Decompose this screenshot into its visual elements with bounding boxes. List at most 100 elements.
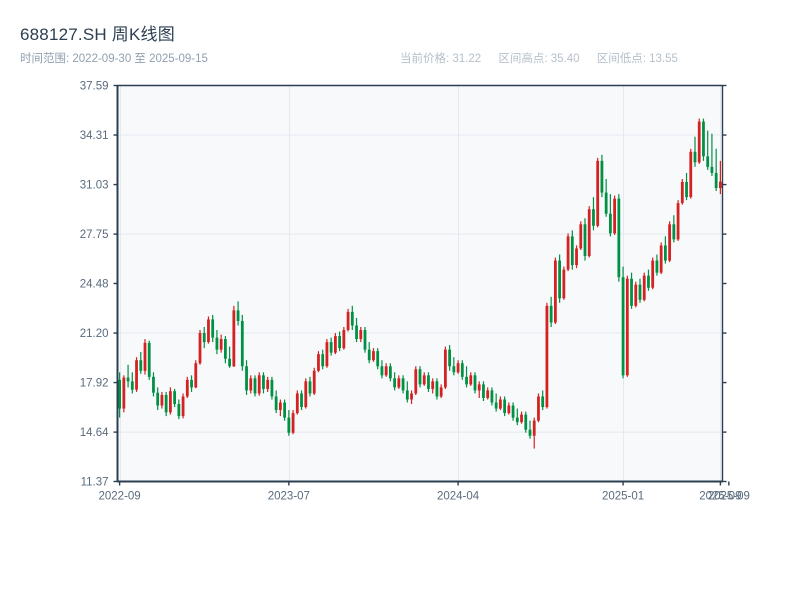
candlestick (575, 245, 578, 269)
candle-body (647, 275, 650, 288)
candle-body (693, 151, 697, 163)
candlestick (448, 345, 452, 371)
candlestick (608, 194, 612, 237)
candle-body (702, 121, 705, 157)
candlestick (587, 206, 591, 258)
candlestick (710, 133, 714, 176)
candle-body (570, 236, 574, 266)
candle-body (350, 311, 354, 326)
candlestick (152, 372, 155, 397)
candle-body (685, 182, 688, 198)
candle-body (587, 209, 591, 257)
candlestick (232, 305, 236, 368)
candlestick (367, 342, 371, 364)
candlestick (287, 410, 291, 436)
candlestick (515, 408, 519, 426)
time-range-label: 时间范围: 2022-09-30 至 2025-09-15 (20, 53, 208, 65)
candle-body (625, 278, 629, 376)
candle-body (566, 236, 570, 270)
candlestick (702, 118, 705, 161)
candlestick (388, 363, 392, 382)
candle-body (198, 333, 202, 364)
candlestick (613, 195, 617, 235)
candle-body (532, 420, 536, 436)
candle-body (511, 405, 515, 418)
candlestick (363, 326, 367, 353)
candlestick (422, 372, 426, 386)
candle-body (452, 366, 456, 373)
candle-body (270, 379, 274, 397)
candlestick (342, 326, 346, 350)
candle-body (194, 363, 198, 388)
candlestick (528, 420, 532, 439)
candlestick (194, 360, 198, 389)
candlestick (431, 378, 435, 394)
candle-body (156, 392, 160, 406)
candle-body (520, 414, 523, 423)
candle-body (278, 402, 282, 411)
candle-body (135, 360, 138, 390)
candlestick (460, 360, 464, 380)
candlestick (181, 393, 185, 419)
candle-body (596, 160, 600, 226)
candlestick (198, 330, 202, 365)
candle-body (600, 160, 604, 193)
candlestick (558, 254, 562, 303)
candle-body (118, 379, 122, 409)
candle-body (435, 381, 439, 397)
candle-body (613, 198, 617, 234)
candlestick (511, 402, 515, 421)
candle-body (355, 325, 358, 340)
x-tick-label: 2024-04 (437, 491, 480, 503)
candlestick (549, 296, 553, 327)
candle-body (477, 384, 481, 391)
candle-body (372, 351, 375, 361)
candlestick (291, 410, 295, 435)
gridlines (117, 85, 723, 482)
candlestick (545, 302, 549, 409)
candlestick (706, 130, 710, 170)
candle-body (714, 172, 718, 189)
candle-body (460, 363, 464, 377)
candle-body (266, 379, 270, 389)
candle-body (680, 182, 684, 204)
candlestick (236, 301, 240, 326)
candlestick (486, 387, 490, 400)
candle-body (541, 396, 545, 408)
x-tick-label: 2025-09 (708, 491, 750, 503)
candle-body (346, 311, 350, 331)
candle-body (706, 156, 710, 167)
candle-body (359, 330, 363, 340)
candlestick (427, 372, 430, 392)
candle-body (439, 387, 443, 397)
plot-background (117, 85, 723, 482)
candlestick (317, 351, 320, 373)
candlestick (689, 148, 693, 199)
candlestick (651, 257, 655, 290)
candlestick (562, 266, 566, 300)
candlestick (469, 372, 473, 386)
candlestick (257, 372, 261, 396)
candlestick (647, 269, 650, 291)
stat-range-high: 区间高点: 35.40 (498, 53, 580, 65)
candle-body (592, 209, 595, 226)
y-tick-label: 24.48 (80, 279, 109, 291)
candle-body (190, 379, 193, 388)
candle-body (283, 402, 287, 418)
candlestick (583, 218, 587, 261)
candlestick (207, 316, 210, 344)
candlestick (532, 417, 536, 449)
candle-body (553, 260, 557, 323)
candlestick (295, 390, 299, 415)
candlestick (376, 348, 380, 370)
candlestick (477, 381, 481, 398)
candlestick (625, 275, 629, 377)
candle-body (634, 284, 638, 306)
candle-body (405, 390, 409, 400)
candle-body (211, 319, 215, 338)
candlestick (465, 366, 468, 388)
candlestick (185, 376, 189, 398)
candle-body (177, 404, 181, 417)
candlestick (714, 148, 718, 192)
candlestick (697, 118, 701, 164)
